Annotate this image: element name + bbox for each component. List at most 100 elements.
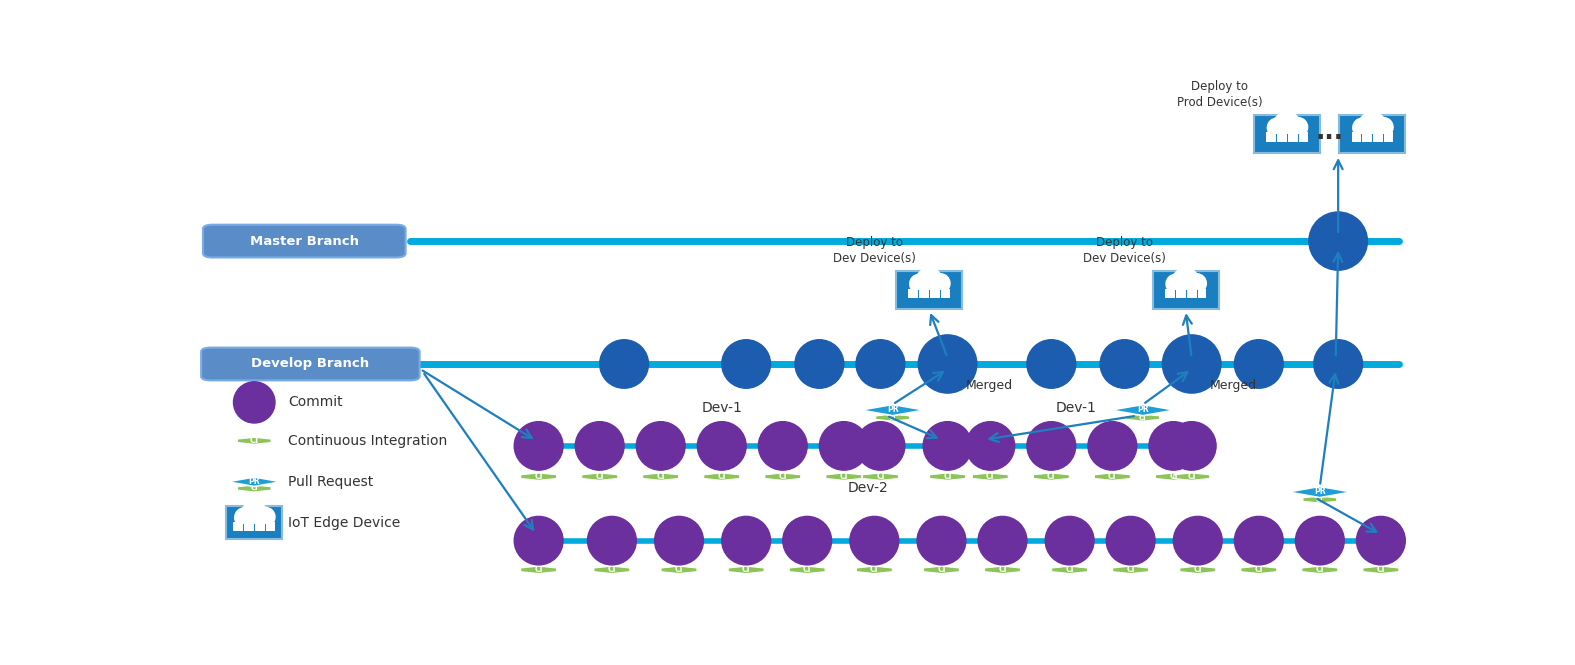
Ellipse shape xyxy=(910,274,929,294)
Text: CI: CI xyxy=(1065,565,1074,575)
FancyBboxPatch shape xyxy=(1266,132,1307,142)
Ellipse shape xyxy=(255,507,276,527)
Text: CI: CI xyxy=(986,472,994,481)
Text: CI: CI xyxy=(999,565,1006,575)
FancyBboxPatch shape xyxy=(1339,114,1405,152)
Text: CI: CI xyxy=(869,565,879,575)
Ellipse shape xyxy=(857,422,904,470)
Text: CI: CI xyxy=(803,565,811,575)
Polygon shape xyxy=(1156,473,1191,480)
Ellipse shape xyxy=(1099,340,1148,388)
FancyBboxPatch shape xyxy=(1351,132,1394,142)
Text: CI: CI xyxy=(888,415,896,421)
Polygon shape xyxy=(984,566,1021,573)
Ellipse shape xyxy=(575,422,624,470)
Polygon shape xyxy=(863,473,898,480)
Polygon shape xyxy=(728,566,764,573)
FancyBboxPatch shape xyxy=(227,506,282,539)
FancyBboxPatch shape xyxy=(233,522,276,531)
Ellipse shape xyxy=(1027,340,1076,388)
Text: CI: CI xyxy=(534,472,543,481)
Text: CI: CI xyxy=(250,485,258,491)
Polygon shape xyxy=(789,566,825,573)
Ellipse shape xyxy=(1172,268,1199,295)
Text: CI: CI xyxy=(1315,565,1325,575)
FancyBboxPatch shape xyxy=(1166,289,1206,298)
Ellipse shape xyxy=(1359,112,1386,138)
Ellipse shape xyxy=(1274,112,1301,138)
Ellipse shape xyxy=(850,517,899,565)
Ellipse shape xyxy=(1373,118,1394,137)
Polygon shape xyxy=(521,473,556,480)
Text: Continuous Integration: Continuous Integration xyxy=(288,434,447,448)
Polygon shape xyxy=(227,477,280,487)
Polygon shape xyxy=(1112,566,1148,573)
Text: CI: CI xyxy=(742,565,750,575)
Ellipse shape xyxy=(759,422,806,470)
Ellipse shape xyxy=(857,340,904,388)
Ellipse shape xyxy=(1356,517,1405,565)
Text: CI: CI xyxy=(1139,415,1147,421)
Ellipse shape xyxy=(1296,517,1345,565)
Ellipse shape xyxy=(698,422,747,470)
Polygon shape xyxy=(238,438,271,444)
Polygon shape xyxy=(1173,473,1210,480)
Text: CI: CI xyxy=(1169,472,1178,481)
Polygon shape xyxy=(857,566,893,573)
Ellipse shape xyxy=(1235,517,1284,565)
Polygon shape xyxy=(1303,566,1337,573)
Polygon shape xyxy=(862,404,925,416)
Polygon shape xyxy=(643,473,679,480)
Ellipse shape xyxy=(515,422,564,470)
Ellipse shape xyxy=(235,508,254,527)
FancyBboxPatch shape xyxy=(909,289,950,298)
Polygon shape xyxy=(1180,566,1216,573)
Text: CI: CI xyxy=(534,565,543,575)
Text: Merged: Merged xyxy=(1210,379,1257,392)
Ellipse shape xyxy=(721,517,770,565)
Ellipse shape xyxy=(1162,335,1221,393)
FancyBboxPatch shape xyxy=(1153,271,1219,309)
Text: Deploy to
Dev Device(s): Deploy to Dev Device(s) xyxy=(1084,236,1166,265)
Polygon shape xyxy=(1110,404,1175,416)
Ellipse shape xyxy=(1309,212,1367,270)
Ellipse shape xyxy=(721,340,770,388)
Text: CI: CI xyxy=(778,472,788,481)
Text: Dev-2: Dev-2 xyxy=(847,481,888,495)
Text: CI: CI xyxy=(595,472,603,481)
Ellipse shape xyxy=(923,422,972,470)
Ellipse shape xyxy=(1106,517,1154,565)
Polygon shape xyxy=(238,485,271,492)
Polygon shape xyxy=(581,473,617,480)
Text: CI: CI xyxy=(1126,565,1136,575)
Ellipse shape xyxy=(1088,422,1137,470)
Ellipse shape xyxy=(1288,118,1307,137)
Polygon shape xyxy=(1095,473,1131,480)
Ellipse shape xyxy=(587,517,636,565)
Ellipse shape xyxy=(515,517,564,565)
Ellipse shape xyxy=(241,501,268,528)
Text: CI: CI xyxy=(1188,472,1195,481)
Ellipse shape xyxy=(783,517,832,565)
Text: CI: CI xyxy=(1377,565,1384,575)
Polygon shape xyxy=(1241,566,1277,573)
Ellipse shape xyxy=(1268,118,1287,138)
Text: Dev-1: Dev-1 xyxy=(1055,401,1096,415)
Ellipse shape xyxy=(655,517,704,565)
Polygon shape xyxy=(1052,566,1088,573)
Ellipse shape xyxy=(233,382,276,423)
Ellipse shape xyxy=(1167,422,1216,470)
Text: CI: CI xyxy=(1047,472,1055,481)
Polygon shape xyxy=(929,473,965,480)
Text: CI: CI xyxy=(250,436,258,446)
Text: CI: CI xyxy=(937,565,945,575)
Polygon shape xyxy=(1288,486,1351,497)
Polygon shape xyxy=(825,473,862,480)
FancyBboxPatch shape xyxy=(203,225,406,257)
Ellipse shape xyxy=(1027,422,1076,470)
Text: Dev-1: Dev-1 xyxy=(701,401,742,415)
Polygon shape xyxy=(704,473,740,480)
Text: CI: CI xyxy=(657,472,665,481)
FancyBboxPatch shape xyxy=(896,271,962,309)
Polygon shape xyxy=(1303,496,1337,503)
